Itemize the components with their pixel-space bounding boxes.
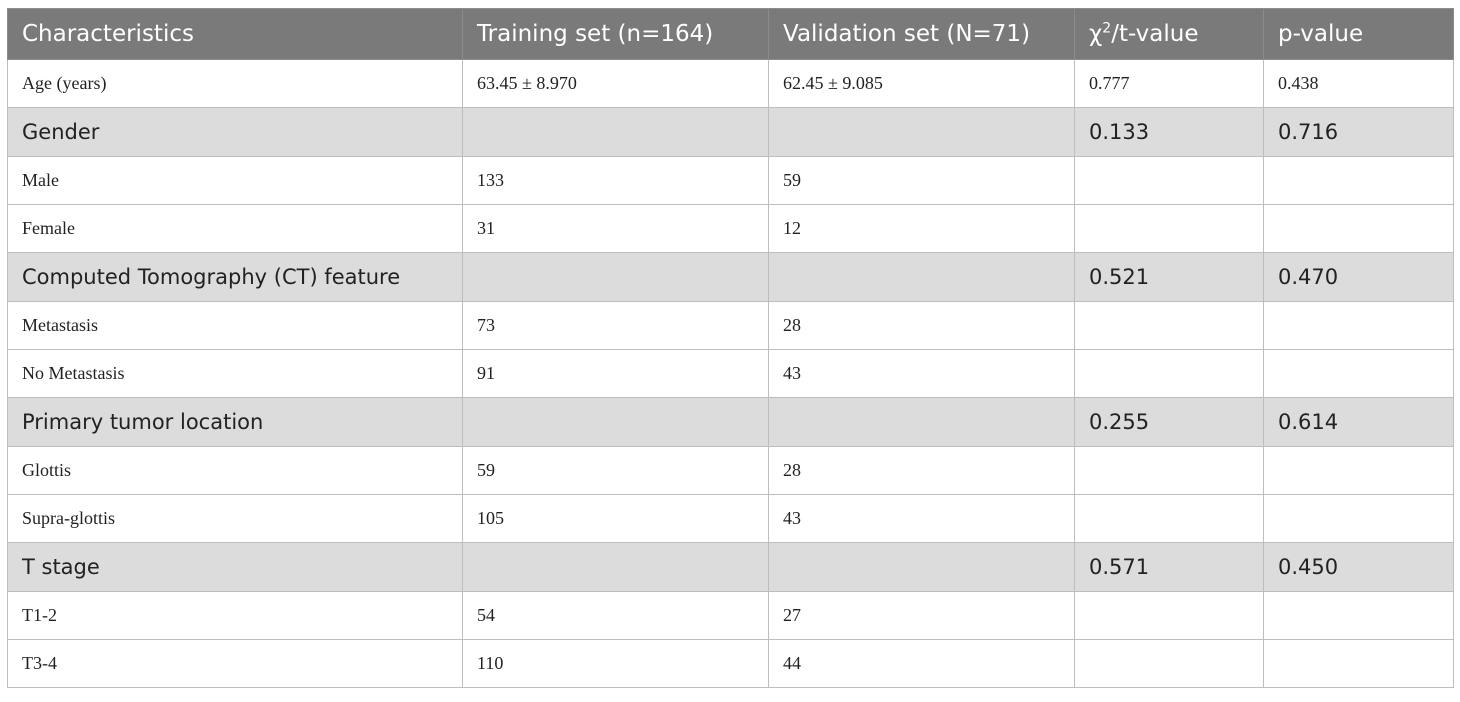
cell-characteristic: Male bbox=[7, 156, 463, 205]
table-row: T3-4 110 44 bbox=[7, 639, 1454, 688]
cell-p-value: 0.716 bbox=[1263, 107, 1454, 157]
chi-rest: /t-value bbox=[1111, 21, 1199, 47]
cell-statistic: 0.571 bbox=[1074, 542, 1264, 592]
cell-p-value: 0.614 bbox=[1263, 397, 1454, 447]
header-row: Characteristics Training set (n=164) Val… bbox=[7, 8, 1454, 60]
table-body: Age (years) 63.45 ± 8.970 62.45 ± 9.085 0.7… bbox=[7, 59, 1454, 688]
cell-training: 63.45 ± 8.970 bbox=[462, 59, 769, 108]
cell-statistic bbox=[1074, 494, 1264, 543]
cell-validation: 59 bbox=[768, 156, 1075, 205]
cell-validation: 43 bbox=[768, 349, 1075, 398]
cell-validation: 28 bbox=[768, 301, 1075, 350]
header-p-value: p-value bbox=[1263, 8, 1454, 60]
cell-training: 54 bbox=[462, 591, 769, 640]
table-row: Metastasis 73 28 bbox=[7, 301, 1454, 350]
cell-characteristic: Gender bbox=[7, 107, 463, 157]
cell-p-value bbox=[1263, 301, 1454, 350]
cell-validation: 43 bbox=[768, 494, 1075, 543]
group-row: Gender 0.133 0.716 bbox=[7, 107, 1454, 157]
cell-validation bbox=[768, 397, 1075, 447]
cell-statistic bbox=[1074, 446, 1264, 495]
cell-characteristic: Computed Tomography (CT) feature bbox=[7, 252, 463, 302]
cell-validation: 28 bbox=[768, 446, 1075, 495]
cell-characteristic: T3-4 bbox=[7, 639, 463, 688]
cell-statistic: 0.777 bbox=[1074, 59, 1264, 108]
cell-characteristic: No Metastasis bbox=[7, 349, 463, 398]
header-validation-set: Validation set (N=71) bbox=[768, 8, 1075, 60]
cell-p-value bbox=[1263, 156, 1454, 205]
cell-characteristic: Age (years) bbox=[7, 59, 463, 108]
cell-validation: 12 bbox=[768, 204, 1075, 253]
table-row: Age (years) 63.45 ± 8.970 62.45 ± 9.085 0.7… bbox=[7, 59, 1454, 108]
cell-validation bbox=[768, 542, 1075, 592]
cell-p-value bbox=[1263, 446, 1454, 495]
cell-validation: 62.45 ± 9.085 bbox=[768, 59, 1075, 108]
chi-symbol: χ bbox=[1089, 21, 1103, 47]
cell-training bbox=[462, 107, 769, 157]
cell-statistic bbox=[1074, 156, 1264, 205]
cell-statistic bbox=[1074, 204, 1264, 253]
cell-statistic: 0.521 bbox=[1074, 252, 1264, 302]
cell-characteristic: Female bbox=[7, 204, 463, 253]
table-row: Male 133 59 bbox=[7, 156, 1454, 205]
cell-characteristic: Glottis bbox=[7, 446, 463, 495]
cell-p-value bbox=[1263, 204, 1454, 253]
cell-p-value: 0.450 bbox=[1263, 542, 1454, 592]
group-row: Computed Tomography (CT) feature 0.521 0.4… bbox=[7, 252, 1454, 302]
cell-characteristic: Metastasis bbox=[7, 301, 463, 350]
cell-p-value bbox=[1263, 591, 1454, 640]
table-row: No Metastasis 91 43 bbox=[7, 349, 1454, 398]
table-header: Characteristics Training set (n=164) Val… bbox=[7, 8, 1454, 60]
cell-training bbox=[462, 397, 769, 447]
chi-superscript: 2 bbox=[1102, 20, 1112, 37]
cell-characteristic: Primary tumor location bbox=[7, 397, 463, 447]
table-row: Glottis 59 28 bbox=[7, 446, 1454, 495]
cell-validation: 27 bbox=[768, 591, 1075, 640]
cell-training: 91 bbox=[462, 349, 769, 398]
cell-statistic bbox=[1074, 301, 1264, 350]
header-characteristics: Characteristics bbox=[7, 8, 463, 60]
cell-p-value bbox=[1263, 494, 1454, 543]
group-row: Primary tumor location 0.255 0.614 bbox=[7, 397, 1454, 447]
cell-training bbox=[462, 252, 769, 302]
cell-statistic: 0.133 bbox=[1074, 107, 1264, 157]
cell-statistic: 0.255 bbox=[1074, 397, 1264, 447]
cell-p-value bbox=[1263, 639, 1454, 688]
group-row: T stage 0.571 0.450 bbox=[7, 542, 1454, 592]
table-row: Supra-glottis 105 43 bbox=[7, 494, 1454, 543]
cell-p-value bbox=[1263, 349, 1454, 398]
cell-validation: 44 bbox=[768, 639, 1075, 688]
cell-training bbox=[462, 542, 769, 592]
cell-characteristic: Supra-glottis bbox=[7, 494, 463, 543]
cell-training: 110 bbox=[462, 639, 769, 688]
cell-characteristic: T1-2 bbox=[7, 591, 463, 640]
cell-training: 59 bbox=[462, 446, 769, 495]
cell-validation bbox=[768, 107, 1075, 157]
cell-statistic bbox=[1074, 639, 1264, 688]
cell-validation bbox=[768, 252, 1075, 302]
table-row: T1-2 54 27 bbox=[7, 591, 1454, 640]
header-training-set: Training set (n=164) bbox=[462, 8, 769, 60]
cell-p-value: 0.470 bbox=[1263, 252, 1454, 302]
cell-training: 73 bbox=[462, 301, 769, 350]
cell-statistic bbox=[1074, 591, 1264, 640]
cell-training: 105 bbox=[462, 494, 769, 543]
cell-training: 133 bbox=[462, 156, 769, 205]
characteristics-table: Characteristics Training set (n=164) Val… bbox=[7, 8, 1454, 688]
cell-p-value: 0.438 bbox=[1263, 59, 1454, 108]
cell-training: 31 bbox=[462, 204, 769, 253]
header-chi-t-value: χ2/t-value bbox=[1074, 8, 1264, 60]
cell-statistic bbox=[1074, 349, 1264, 398]
table-row: Female 31 12 bbox=[7, 204, 1454, 253]
cell-characteristic: T stage bbox=[7, 542, 463, 592]
